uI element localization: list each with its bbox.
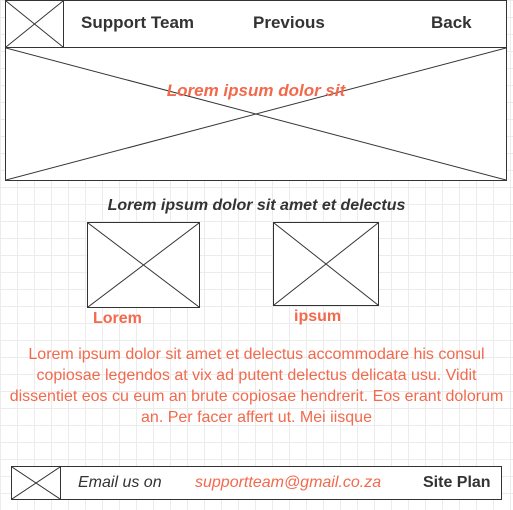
- nav-back-link[interactable]: Back: [431, 13, 472, 32]
- footer-bar: Email us on supportteam@gmail.co.za Site…: [11, 466, 502, 500]
- right-image-caption: ipsum: [294, 308, 342, 325]
- logo-placeholder-icon: [5, 0, 64, 48]
- hero-banner: Lorem ipsum dolor sit: [5, 47, 507, 181]
- right-image-placeholder-icon: [273, 222, 379, 306]
- footer-site-plan-link[interactable]: Site Plan: [423, 474, 491, 491]
- footer-email-link[interactable]: supportteam@gmail.co.za: [195, 474, 382, 491]
- footer-email-label: Email us on: [78, 474, 162, 491]
- body-paragraph: Lorem ipsum dolor sit amet et delectus a…: [9, 346, 504, 426]
- hero-text: Lorem ipsum dolor sit: [166, 81, 346, 100]
- top-nav-bar: Support Team Previous Back: [5, 0, 507, 48]
- left-image-placeholder-icon: [87, 222, 200, 308]
- nav-previous-link[interactable]: Previous: [253, 13, 325, 32]
- hero-image-placeholder-icon: [6, 48, 506, 180]
- section-subtitle: Lorem ipsum dolor sit amet et delectus: [107, 197, 406, 214]
- footer-logo-placeholder-icon: [11, 466, 61, 500]
- nav-support-team-link[interactable]: Support Team: [81, 13, 195, 32]
- left-image-caption: Lorem: [93, 310, 142, 327]
